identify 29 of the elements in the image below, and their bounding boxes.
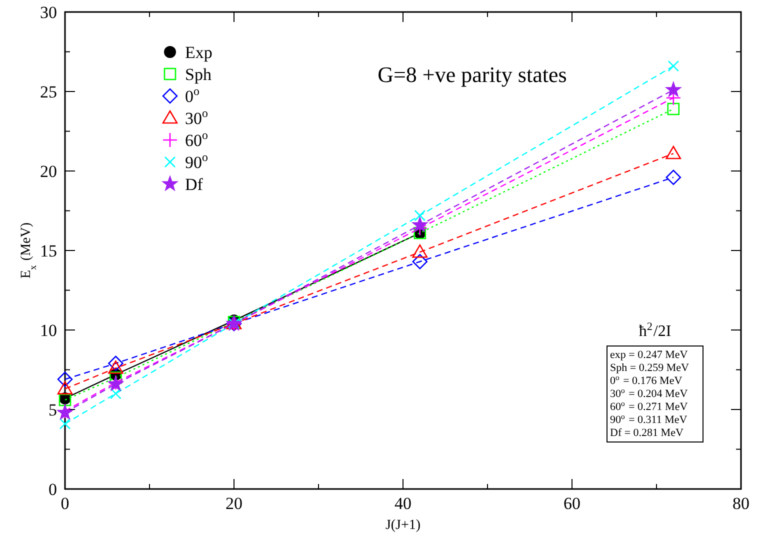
annotation: 30$^{o}$ = 0.204 MeV [610,386,688,400]
x-tick-label: 60 [564,494,580,513]
y-tick-label: 10 [40,321,57,340]
x-tick-label: 20 [226,494,242,513]
annotation: 90$^{o}$ = 0.311 MeV [610,412,688,426]
x-tick-label: 40 [394,494,412,513]
y-tick-label: 20 [40,162,57,181]
annotation: Df = 0.281 MeV [610,427,684,439]
annotation: 0$^{o}$ = 0.176 MeV [610,372,682,387]
y-tick-label: 5 [48,400,57,420]
annotation: Sph = 0.259 MeV [610,362,689,374]
legend-label: Df [185,175,204,194]
legend-label: 60$^{o}$ [185,128,208,150]
annotation: ħ$^{2}$/2I [638,321,672,340]
y-tick-label: 15 [40,242,57,260]
legend-label: 30$^{o}$ [185,106,208,128]
legend-label: Exp [185,43,212,62]
legend-label: Sph [185,65,212,84]
y-tick-label: 30 [40,3,57,22]
x-tick-label: 80 [732,494,750,513]
text: G=8 +ve parity states [378,62,567,87]
x-axis-title: J(J+1) [385,518,421,533]
legend-label: 90$^{o}$ [185,150,208,172]
x-tick-label: 0 [60,494,70,513]
annotation: 60$^{o}$ = 0.271 MeV [610,398,688,413]
y-tick-label: 25 [40,82,57,102]
legend-label: 0$^{o}$ [185,84,200,106]
y-tick-label: 0 [48,480,57,499]
annotation: exp = 0.247 MeV [610,349,688,361]
